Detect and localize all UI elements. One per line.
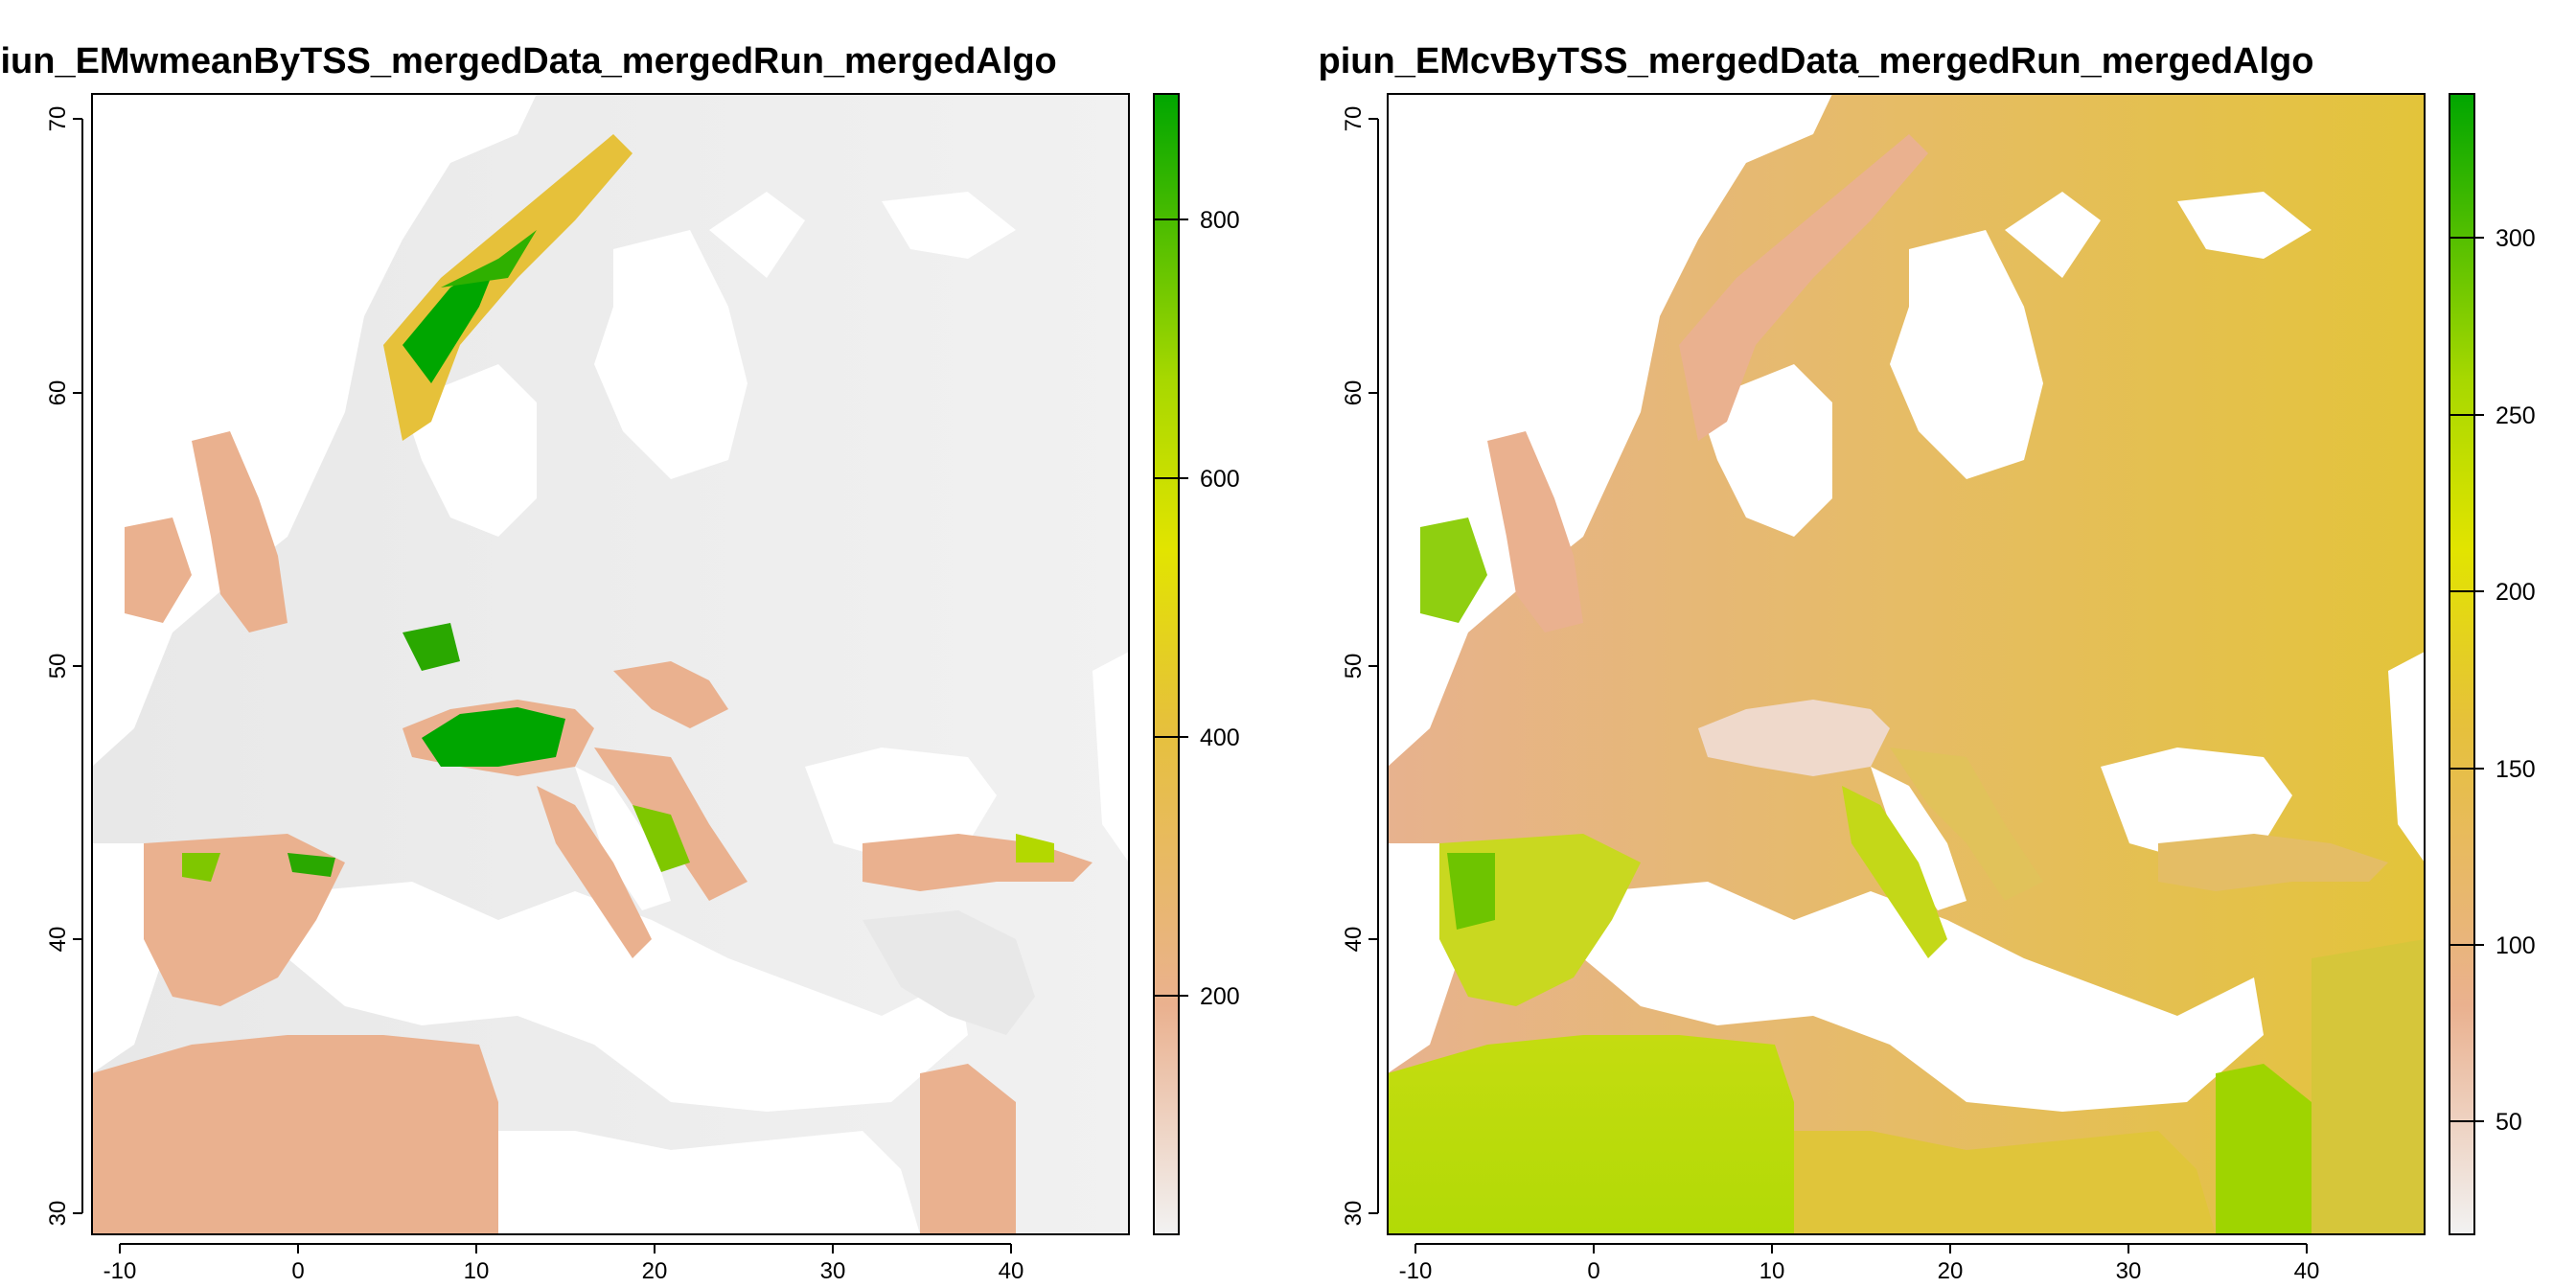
x-axis: -10 0 10 20 30 40 xyxy=(104,1243,1024,1284)
x-tick-label: 20 xyxy=(642,1258,668,1284)
x-tick-label: 40 xyxy=(2294,1258,2320,1284)
x-tick-label: 30 xyxy=(820,1258,846,1284)
legend-tick-label: 200 xyxy=(2496,579,2536,606)
x-tick-label: 0 xyxy=(1587,1258,1599,1284)
x-tick-label: 20 xyxy=(1938,1258,1964,1284)
y-tick-label: 60 xyxy=(1341,380,1367,406)
map-frame xyxy=(1387,93,2426,1235)
x-tick-label: -10 xyxy=(104,1258,137,1284)
legend-tick-label: 250 xyxy=(2496,402,2536,429)
legend-tick-label: 300 xyxy=(2496,225,2536,252)
legend-tick-label: 200 xyxy=(1200,983,1240,1010)
color-legend: 50 100 150 200 250 300 xyxy=(2449,93,2536,1235)
map-panel-wmean: piun_EMwmeanByTSS_mergedData_mergedRun_m… xyxy=(0,41,1240,1284)
y-tick-label: 30 xyxy=(1341,1201,1367,1227)
y-axis: 30 40 50 60 70 xyxy=(1341,106,1379,1227)
legend-color-bar xyxy=(1154,94,1179,1234)
x-tick-label: -10 xyxy=(1399,1258,1433,1284)
y-tick-label: 60 xyxy=(45,380,71,406)
y-axis: 30 40 50 60 70 xyxy=(45,106,83,1227)
map-raster xyxy=(1388,94,2425,1234)
legend-color-bar xyxy=(2450,94,2474,1234)
map-frame xyxy=(91,93,1130,1235)
y-tick-label: 40 xyxy=(1341,927,1367,953)
map-title: piun_EMcvByTSS_mergedData_mergedRun_merg… xyxy=(1319,41,2314,81)
y-tick-label: 40 xyxy=(45,927,71,953)
legend-tick-label: 50 xyxy=(2496,1109,2522,1136)
x-tick-label: 10 xyxy=(1760,1258,1785,1284)
legend-tick-label: 150 xyxy=(2496,756,2536,783)
legend-tick-label: 600 xyxy=(1200,466,1240,493)
color-legend: 200 400 600 800 xyxy=(1153,93,1240,1235)
x-tick-label: 40 xyxy=(999,1258,1024,1284)
x-axis: -10 0 10 20 30 40 xyxy=(1399,1243,2320,1284)
map-raster xyxy=(92,94,1129,1234)
x-tick-label: 0 xyxy=(291,1258,304,1284)
y-tick-label: 70 xyxy=(45,106,71,132)
y-tick-label: 30 xyxy=(45,1201,71,1227)
legend-tick-label: 800 xyxy=(1200,207,1240,234)
x-tick-label: 30 xyxy=(2116,1258,2142,1284)
legend-tick-label: 400 xyxy=(1200,724,1240,751)
y-tick-label: 70 xyxy=(1341,106,1367,132)
map-panel-cv: piun_EMcvByTSS_mergedData_mergedRun_merg… xyxy=(1319,41,2536,1284)
x-tick-label: 10 xyxy=(464,1258,490,1284)
map-title: piun_EMwmeanByTSS_mergedData_mergedRun_m… xyxy=(0,41,1057,81)
y-tick-label: 50 xyxy=(1341,654,1367,679)
legend-tick-label: 100 xyxy=(2496,932,2536,959)
y-tick-label: 50 xyxy=(45,654,71,679)
